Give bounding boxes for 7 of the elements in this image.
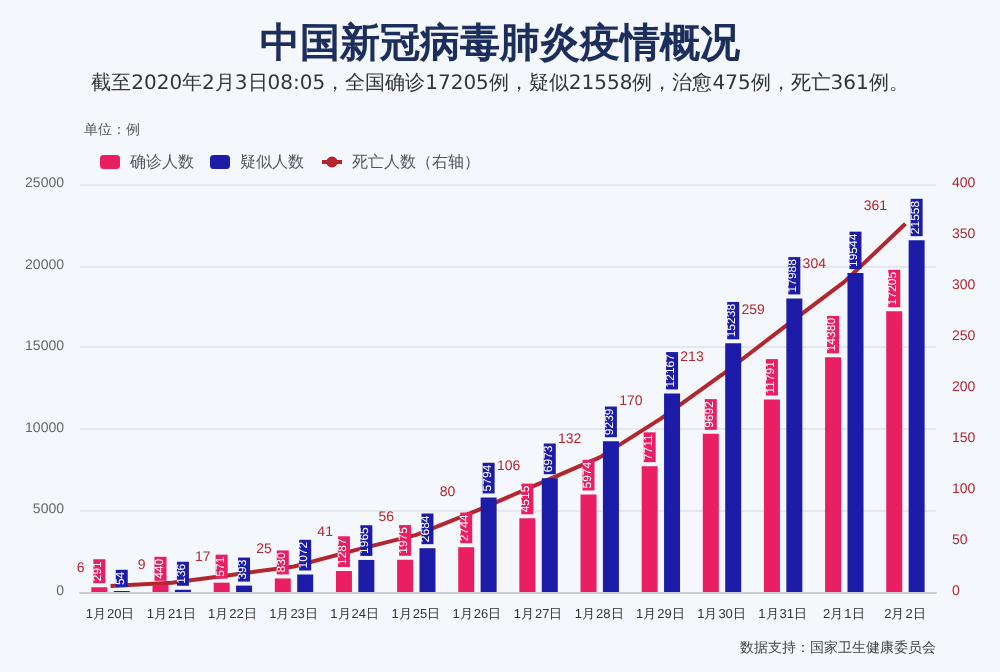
legend-label: 疑似人数 (240, 153, 304, 171)
chart-subtitle: 截至2020年2月3日08:05，全国确诊17205例，疑似21558例，治愈475例，死亡361例。 (91, 71, 909, 95)
legend-label: 确诊人数 (128, 153, 194, 171)
legend-label: 死亡人数（右轴） (352, 153, 480, 171)
line-series (108, 221, 908, 588)
bar (335, 571, 352, 592)
chart-title: 中国新冠病毒肺炎疫情概况 (260, 18, 742, 66)
